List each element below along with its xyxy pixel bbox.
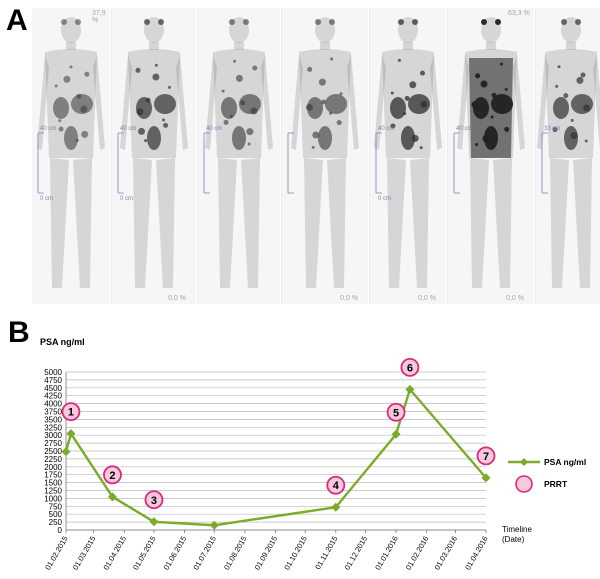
psa-data-point (331, 502, 341, 512)
x-tick-label: 01.03.2016 (433, 535, 460, 572)
x-tick-label: 01.04.2015 (101, 535, 128, 572)
scan-image: 40 cm 0 cm 0,0 % (370, 8, 447, 304)
psa-series-line (64, 386, 487, 527)
prrt-marker-label: 2 (109, 470, 115, 482)
scan-percent-label: 0,0 % (418, 295, 436, 302)
prrt-marker (144, 490, 164, 510)
legend-marker-swatch (515, 475, 533, 493)
scale-top-label: 33 cm (544, 126, 561, 132)
x-tick-label: 01.05.2015 (131, 535, 158, 572)
scale-top-label: 40 cm (456, 126, 473, 132)
x-tick-label: 01.01.2016 (373, 535, 400, 572)
legend-label-psa: PSA ng/ml (544, 457, 586, 467)
y-tick-label: 3500 (44, 415, 62, 424)
prrt-marker-label: 5 (393, 407, 399, 419)
y-tick-label: 1750 (44, 471, 62, 480)
x-tick-label: 01.02.2016 (404, 535, 431, 572)
scale-bottom-label: 0 cm (378, 196, 392, 202)
scan-image: 63,3 % 40 cm 0,0 % (448, 8, 535, 304)
x-tick-label: 01.03.2015 (71, 535, 98, 572)
x-tick-label: 01.10.2015 (282, 535, 309, 572)
y-tick-label: 3250 (44, 423, 62, 432)
scan-strip: 37,9 % 40 cm 0 cm 40 cm 0 cm 0,0 % 40 cm 0,0 % 4… (32, 8, 600, 304)
psa-data-point (209, 520, 219, 530)
scan-percent-label: 0,0 % (506, 295, 524, 302)
prrt-marker (386, 402, 406, 422)
scan-intensity-label: 63,3 % (508, 10, 530, 17)
x-tick-label: 01.07.2015 (191, 535, 218, 572)
scan-image: 40 cm 0 cm 0,0 % (112, 8, 197, 304)
y-tick-label: 2250 (44, 455, 62, 464)
scale-bottom-label: 0 cm (120, 196, 134, 202)
prrt-marker (61, 402, 81, 422)
y-tick-label: 250 (49, 518, 63, 527)
psa-data-point (66, 429, 76, 439)
x-tick-label: 01.04.2016 (463, 535, 490, 572)
scan-intensity-label: 37,9 % (92, 10, 106, 24)
x-tick-label: 01.11.2015 (313, 535, 339, 572)
y-tick-label: 4000 (44, 400, 62, 409)
scale-bottom-label: 0 cm (40, 196, 54, 202)
psa-data-point (481, 473, 491, 483)
legend-label-prrt: PRRT (544, 479, 568, 489)
y-tick-label: 4250 (44, 392, 62, 401)
y-tick-label: 2000 (44, 463, 62, 472)
y-tick-label: 5000 (44, 368, 62, 377)
x-axis-title: Timeline (Date) (502, 525, 532, 544)
y-tick-label: 750 (49, 502, 63, 511)
y-tick-label: 2750 (44, 439, 62, 448)
scan-percent-label: 0,0 % (168, 295, 186, 302)
prrt-marker (103, 465, 122, 485)
prrt-marker-label: 7 (483, 451, 489, 463)
y-tick-label: 4500 (44, 384, 62, 393)
panel-b-label: B (8, 316, 30, 349)
y-tick-label: 3750 (44, 408, 62, 417)
prrt-marker (326, 475, 346, 495)
prrt-marker-label: 4 (333, 480, 340, 492)
scale-top-label: 40 cm (40, 126, 57, 132)
y-tick-label: 1000 (44, 494, 62, 503)
y-tick-label: 0 (58, 526, 63, 535)
y-axis-title: PSA ng/ml (40, 337, 85, 347)
scan-image: 33 cm (536, 8, 600, 304)
scale-top-label: 40 cm (120, 126, 137, 132)
x-tick-label: 01.12.2015 (343, 535, 370, 572)
y-tick-label: 500 (49, 510, 63, 519)
psa-data-point (107, 492, 117, 502)
x-tick-label: 01.08.2015 (222, 535, 249, 572)
psa-data-point (61, 447, 71, 457)
psa-data-point (149, 517, 159, 527)
scale-top-label: 40 cm (206, 126, 223, 132)
y-tick-label: 3000 (44, 431, 62, 440)
scan-image: 40 cm (198, 8, 281, 304)
scan-percent-label: 0,0 % (340, 295, 358, 302)
prrt-marker-label: 1 (68, 407, 74, 419)
y-tick-label: 1250 (44, 487, 62, 496)
x-tick-label: 01.06.2015 (162, 535, 189, 572)
psa-line-chart: 0250500750100012501500175020002250250027… (40, 337, 586, 572)
prrt-marker (476, 446, 496, 466)
prrt-marker-label: 6 (407, 362, 413, 374)
y-tick-label: 4750 (44, 376, 62, 385)
y-tick-label: 2500 (44, 447, 62, 456)
y-tick-label: 1500 (44, 479, 62, 488)
x-tick-label: 01.09.2015 (253, 535, 280, 572)
scale-top-label: 40 cm (378, 126, 395, 132)
scan-image: 0,0 % (282, 8, 369, 304)
panel-a-label: A (6, 4, 28, 37)
psa-data-point (391, 429, 401, 439)
prrt-marker (400, 357, 420, 377)
x-tick-label: 01.02.2015 (43, 535, 70, 572)
scan-image: 37,9 % 40 cm 0 cm (32, 8, 111, 304)
psa-data-point (405, 384, 415, 394)
legend-line-diamond (520, 458, 528, 466)
prrt-marker-label: 3 (151, 495, 157, 507)
